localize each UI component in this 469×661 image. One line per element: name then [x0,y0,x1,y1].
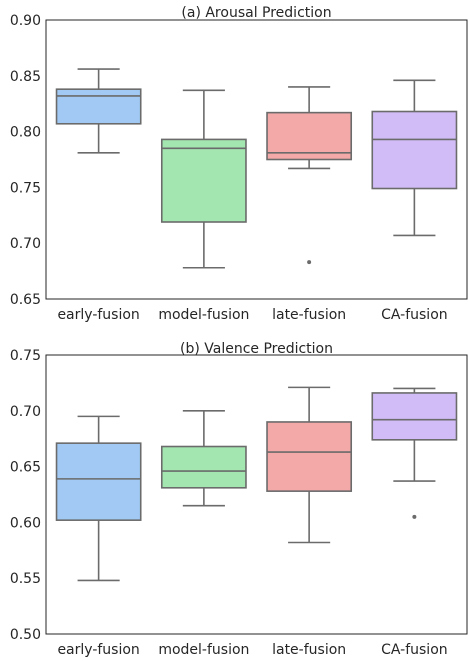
valence-title: (b) Valence Prediction [180,341,333,357]
iqr-box [55,442,142,521]
arousal-x-tick-label: early-fusion [57,307,139,323]
valence-y-tick-label: 0.55 [10,571,41,587]
outlier-point [307,260,312,265]
arousal-box-CA-fusion [371,79,458,237]
arousal-x-tick-label: model-fusion [158,307,249,323]
arousal-y-tick-label: 0.90 [10,13,41,29]
valence-x-ticks: early-fusion model-fusion late-fusion CA-fu… [57,642,447,658]
arousal-y-tick-label: 0.65 [10,292,41,308]
valence-box-model-fusion [160,409,247,507]
arousal-y-ticks: 0.65 0.70 0.75 0.80 0.85 0.90 [10,13,41,308]
iqr-box [160,445,247,489]
arousal-box-late-fusion [266,86,353,265]
valence-x-tick-label: early-fusion [57,642,139,658]
arousal-x-tick-label: CA-fusion [381,307,448,323]
arousal-y-tick-label: 0.85 [10,69,41,85]
arousal-title: (a) Arousal Prediction [181,5,331,21]
valence-box-late-fusion [266,386,353,544]
valence-y-ticks: 0.50 0.55 0.60 0.65 0.70 0.75 [10,348,41,643]
valence-box-CA-fusion [371,387,458,519]
outlier-point [412,514,417,519]
arousal-box-early-fusion [55,68,142,154]
valence-plot-area [45,354,468,635]
valence-y-tick-label: 0.60 [10,515,41,531]
valence-box-early-fusion [55,415,142,582]
valence-x-tick-label: model-fusion [158,642,249,658]
arousal-box-model-fusion [160,89,247,269]
arousal-x-ticks: early-fusion model-fusion late-fusion CA-fu… [57,307,447,323]
arousal-y-tick-label: 0.80 [10,125,41,141]
arousal-y-tick-label: 0.75 [10,180,41,196]
arousal-panel: (a) Arousal Prediction 0.650.700.750.800… [10,5,468,323]
valence-y-tick-label: 0.70 [10,404,41,420]
iqr-box [160,138,247,223]
arousal-x-tick-label: late-fusion [272,307,346,323]
iqr-box [55,88,142,125]
valence-y-tick-label: 0.50 [10,627,41,643]
valence-y-tick-label: 0.65 [10,460,41,476]
valence-y-tick-label: 0.75 [10,348,41,364]
valence-x-tick-label: CA-fusion [381,642,448,658]
valence-panel: (b) Valence Prediction 0.500.550.600.650… [10,341,468,658]
arousal-boxes [55,68,458,269]
iqr-box [371,110,458,190]
arousal-y-tick-label: 0.70 [10,236,41,252]
valence-x-tick-label: late-fusion [272,642,346,658]
valence-boxes [55,386,458,582]
iqr-box [266,111,353,161]
iqr-box [266,421,353,492]
arousal-plot-area [45,19,468,300]
iqr-box [371,392,458,441]
